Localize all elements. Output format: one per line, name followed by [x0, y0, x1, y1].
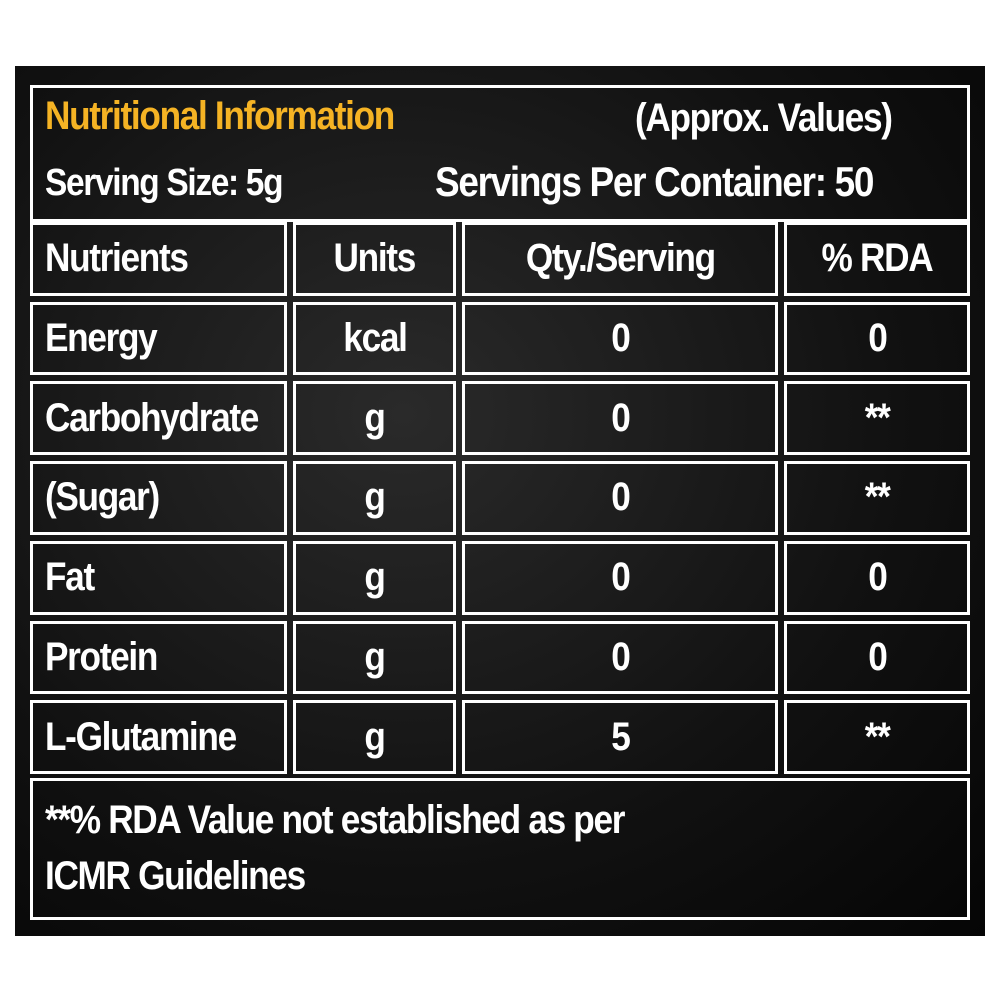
table-value: g — [364, 714, 386, 759]
nutrient-name: Carbohydrate — [45, 395, 259, 440]
nutrient-name: L-Glutamine — [45, 714, 237, 759]
table-value: ** — [864, 714, 891, 759]
table-value-cell: 0 — [462, 540, 778, 615]
table-value-cell: 0 — [784, 301, 970, 376]
table-value: 0 — [610, 316, 631, 361]
table-value-cell: g — [293, 381, 456, 456]
nutrient-name: (Sugar) — [45, 475, 160, 520]
nutrient-name-cell: L-Glutamine — [30, 700, 287, 774]
table-value-cell: 0 — [784, 540, 970, 615]
nutrient-name-cell: (Sugar) — [30, 461, 287, 535]
table-value-cell: kcal — [293, 301, 456, 376]
table-value-cell: 0 — [784, 620, 970, 695]
approx-note: (Approx. Values) — [635, 96, 893, 140]
column-header: Units — [333, 236, 417, 281]
table-value: g — [364, 475, 386, 520]
table-value: 0 — [610, 475, 631, 520]
table-value-cell: 0 — [462, 301, 778, 376]
column-header: % RDA — [821, 236, 934, 281]
table-value: g — [364, 395, 386, 440]
footnote-box — [30, 778, 970, 920]
title: Nutritional Information — [45, 94, 395, 138]
footnote-line: ICMR Guidelines — [45, 854, 306, 898]
table-value-cell: g — [293, 620, 456, 695]
column-header-cell: % RDA — [784, 222, 970, 296]
table-value-cell: 0 — [462, 461, 778, 535]
table-value-cell: g — [293, 540, 456, 615]
nutrient-name-cell: Fat — [30, 540, 287, 615]
column-header-cell: Qty./Serving — [462, 222, 778, 296]
table-value-cell: 0 — [462, 381, 778, 456]
nutrient-name-cell: Carbohydrate — [30, 381, 287, 456]
serving-size: Serving Size: 5g — [45, 162, 284, 204]
footnote-line: **% RDA Value not established as per — [45, 798, 625, 842]
table-value: ** — [864, 395, 891, 440]
nutrient-name: Fat — [45, 555, 95, 600]
nutrient-name: Protein — [45, 634, 158, 679]
table-value: 0 — [610, 634, 631, 679]
table-value: kcal — [342, 316, 408, 361]
header-box — [30, 85, 970, 222]
column-header: Qty./Serving — [525, 236, 716, 281]
table-value: ** — [864, 475, 891, 520]
nutrition-label: Nutritional Information (Approx. Values)… — [15, 66, 985, 936]
column-header-cell: Nutrients — [30, 222, 287, 296]
table-value: 0 — [610, 555, 631, 600]
table-value-cell: 0 — [462, 620, 778, 695]
table-value: 0 — [867, 634, 888, 679]
table-value-cell: ** — [784, 461, 970, 535]
table-value: g — [364, 634, 386, 679]
nutrient-name-cell: Protein — [30, 620, 287, 695]
table-value: g — [364, 555, 386, 600]
column-header: Nutrients — [45, 236, 189, 281]
nutrition-table: Nutrients Units Qty./Serving % RDA Energy kca… — [30, 222, 970, 774]
table-value-cell: ** — [784, 700, 970, 774]
table-value: 0 — [867, 555, 888, 600]
nutrient-name-cell: Energy — [30, 301, 287, 376]
table-value-cell: g — [293, 461, 456, 535]
table-value: 0 — [610, 395, 631, 440]
table-value-cell: g — [293, 700, 456, 774]
nutrient-name: Energy — [45, 316, 158, 361]
servings-per-container: Servings Per Container: 50 — [435, 158, 874, 205]
column-header-cell: Units — [293, 222, 456, 296]
table-value: 5 — [610, 714, 631, 759]
table-value-cell: 5 — [462, 700, 778, 774]
table-value-cell: ** — [784, 381, 970, 456]
table-value: 0 — [867, 316, 888, 361]
